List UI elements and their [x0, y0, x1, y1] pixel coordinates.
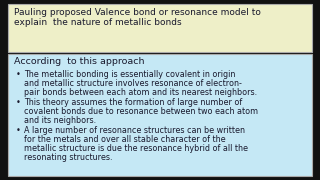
FancyBboxPatch shape — [8, 4, 312, 52]
FancyBboxPatch shape — [8, 54, 312, 176]
Text: Pauling proposed Valence bond or resonance model to: Pauling proposed Valence bond or resonan… — [14, 8, 261, 17]
Text: and its neighbors.: and its neighbors. — [24, 116, 96, 125]
Text: According  to this approach: According to this approach — [14, 57, 145, 66]
Text: A large number of resonance structures can be written: A large number of resonance structures c… — [24, 126, 245, 135]
Text: covalent bonds due to resonance between two each atom: covalent bonds due to resonance between … — [24, 107, 258, 116]
Text: and metallic structure involves resonance of electron-: and metallic structure involves resonanc… — [24, 79, 242, 88]
Text: •: • — [16, 70, 21, 79]
Text: for the metals and over all stable character of the: for the metals and over all stable chara… — [24, 135, 226, 144]
Text: This theory assumes the formation of large number of: This theory assumes the formation of lar… — [24, 98, 242, 107]
Text: metallic structure is due the resonance hybrid of all the: metallic structure is due the resonance … — [24, 144, 248, 153]
Text: pair bonds between each atom and its nearest neighbors.: pair bonds between each atom and its nea… — [24, 88, 257, 97]
Text: resonating structures.: resonating structures. — [24, 153, 113, 162]
Text: •: • — [16, 98, 21, 107]
Text: The metallic bonding is essentially covalent in origin: The metallic bonding is essentially cova… — [24, 70, 236, 79]
Text: •: • — [16, 126, 21, 135]
Text: explain  the nature of metallic bonds: explain the nature of metallic bonds — [14, 18, 182, 27]
